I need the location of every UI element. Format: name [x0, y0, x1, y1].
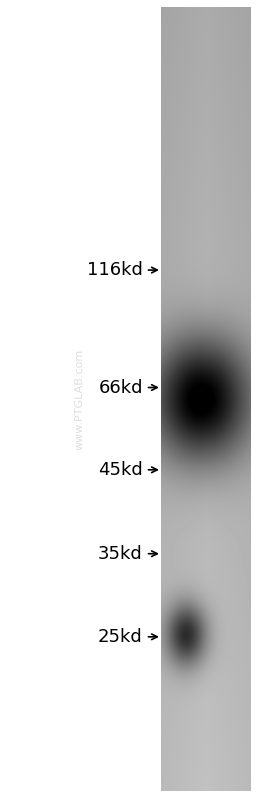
Text: 35kd: 35kd	[98, 545, 143, 562]
Text: 116kd: 116kd	[87, 261, 143, 279]
Text: 45kd: 45kd	[98, 461, 143, 479]
Text: www.PTGLAB.com: www.PTGLAB.com	[75, 349, 85, 450]
Text: 66kd: 66kd	[98, 379, 143, 396]
Text: 25kd: 25kd	[98, 628, 143, 646]
